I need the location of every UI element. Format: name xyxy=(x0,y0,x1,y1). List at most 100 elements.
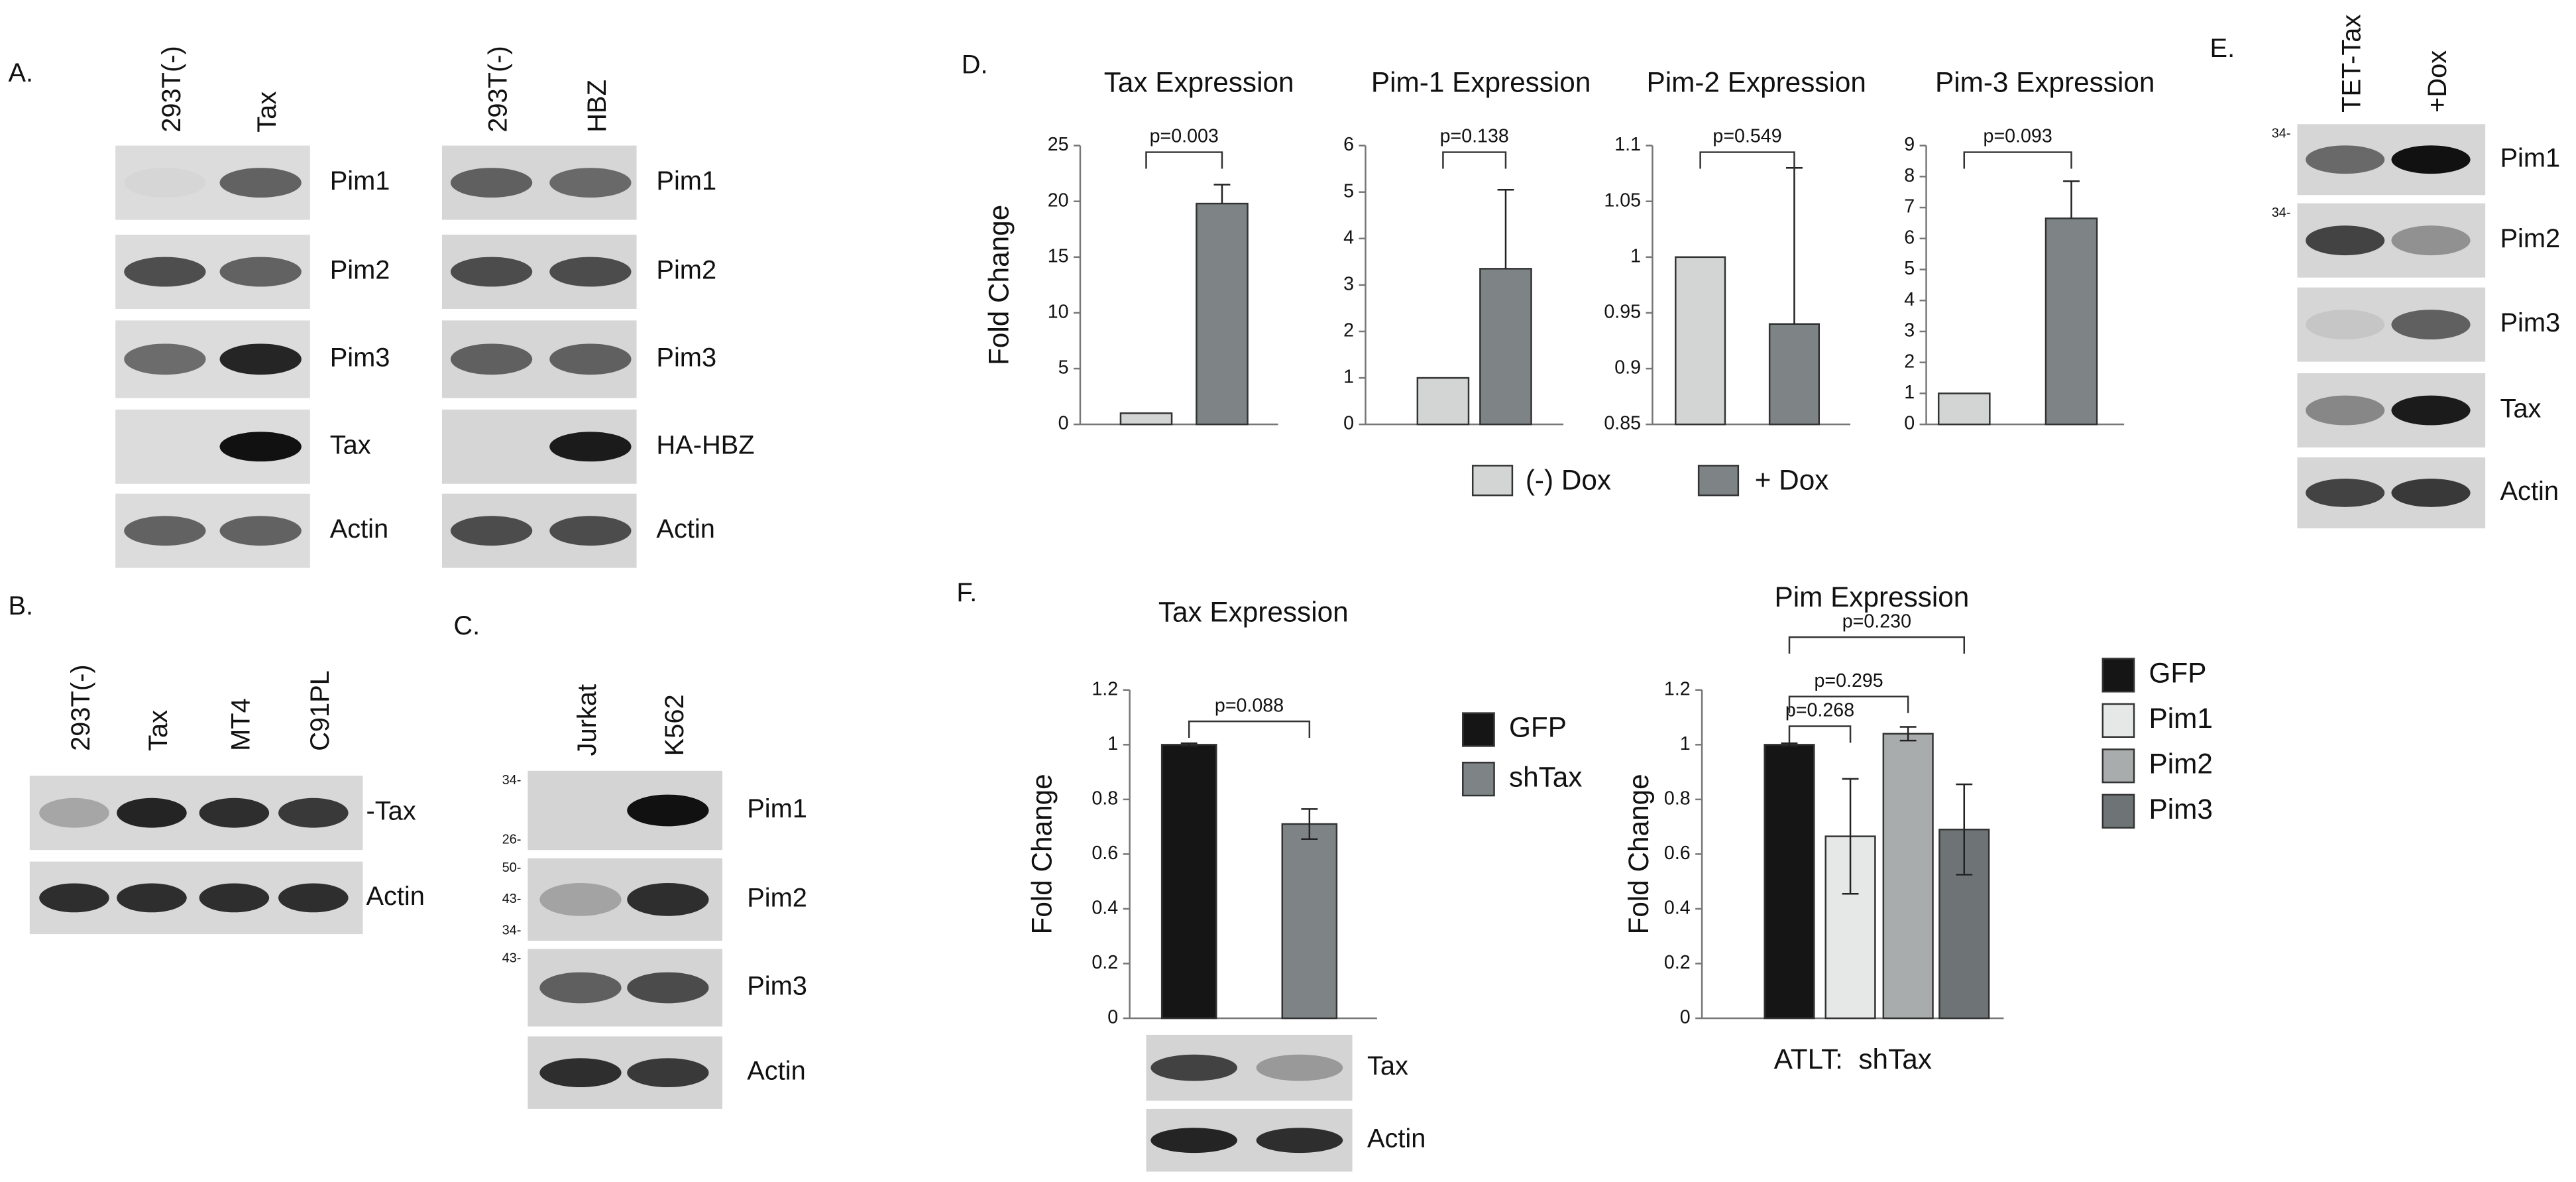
blot-band xyxy=(219,257,302,287)
error-bar xyxy=(1781,742,1798,747)
legend-swatch xyxy=(1471,465,1514,497)
blot-band xyxy=(450,168,533,198)
y-tick-label: 1 xyxy=(1107,733,1118,754)
lane-label: MT4 xyxy=(226,698,255,751)
row-label: Actin xyxy=(1367,1124,1426,1153)
blot-band xyxy=(549,432,632,462)
legend-label: shTax xyxy=(1509,761,1583,792)
y-tick-label: 4 xyxy=(1904,289,1915,310)
blot-band xyxy=(549,516,632,546)
y-tick-label: 0.4 xyxy=(1092,898,1118,919)
row-label: Tax xyxy=(2500,394,2542,424)
p-value: p=0.549 xyxy=(1712,126,1781,147)
y-tick-label: 0 xyxy=(1343,413,1354,434)
y-tick-label: 0 xyxy=(1058,413,1069,434)
error-bar xyxy=(1213,184,1231,204)
y-tick-label: 0.2 xyxy=(1092,952,1118,973)
chart-title: Pim Expression xyxy=(1775,581,1970,613)
y-tick-label: 15 xyxy=(1048,245,1069,266)
mw-marker: 34- xyxy=(2272,206,2291,220)
panel-letter: A. xyxy=(8,58,33,88)
blot-band xyxy=(627,882,709,916)
legend-swatch xyxy=(1462,712,1495,747)
blot-band xyxy=(2306,145,2385,174)
y-tick-label: 6 xyxy=(1904,227,1915,248)
y-tick-label: 0.8 xyxy=(1092,788,1118,809)
blot-band xyxy=(2391,395,2471,426)
row-label: Pim2 xyxy=(656,255,716,284)
y-tick-label: 20 xyxy=(1048,190,1069,211)
blot-band xyxy=(2306,395,2385,426)
blot-band xyxy=(549,257,632,287)
row-label: Pim1 xyxy=(656,166,716,196)
mw-marker: 26- xyxy=(502,833,522,847)
bar xyxy=(1281,823,1338,1020)
significance-bracket xyxy=(1442,151,1507,169)
legend-swatch xyxy=(2101,748,2135,784)
y-tick-label: 0.4 xyxy=(1664,898,1691,919)
row-label: Pim1 xyxy=(330,166,390,196)
blot-band xyxy=(124,516,206,546)
y-tick-label: 0.9 xyxy=(1614,357,1641,379)
y-axis-label: Fold Change xyxy=(1623,774,1654,934)
blot-band xyxy=(539,1058,622,1088)
lane-label: 293T(-) xyxy=(66,664,95,750)
p-value: p=0.088 xyxy=(1215,695,1284,716)
blot-band xyxy=(450,257,533,287)
mw-marker: 43- xyxy=(502,892,522,906)
y-tick-label: 0 xyxy=(1107,1007,1118,1028)
y-axis-label: Fold Change xyxy=(983,205,1015,365)
blot-band xyxy=(39,798,109,828)
y-tick-label: 0.6 xyxy=(1664,843,1691,864)
blot-band xyxy=(117,798,187,828)
panel-letter: F. xyxy=(956,578,977,607)
y-tick-label: 0.85 xyxy=(1604,413,1641,434)
y-tick-label: 1.2 xyxy=(1092,678,1118,699)
blot-band xyxy=(2306,225,2385,256)
legend-swatch xyxy=(1697,465,1740,497)
panel-letter: E. xyxy=(2210,34,2235,63)
blot-band xyxy=(124,168,205,198)
blot-band xyxy=(549,168,632,198)
row-label: Pim3 xyxy=(330,343,390,372)
blot-band xyxy=(627,1058,709,1088)
y-tick-label: 25 xyxy=(1048,134,1069,155)
chart-title: Tax Expression xyxy=(1158,597,1349,628)
chart-title: Pim-2 Expression xyxy=(1647,67,1866,98)
y-tick-label: 1 xyxy=(1343,367,1354,388)
row-label: Actin xyxy=(330,514,388,544)
blot-band xyxy=(2391,310,2471,340)
legend-label: + Dox xyxy=(1755,464,1829,495)
y-tick-label: 3 xyxy=(1343,273,1354,294)
legend-label: GFP xyxy=(2149,658,2206,689)
y-tick-label: 5 xyxy=(1343,180,1354,202)
panel-letter: D. xyxy=(962,50,988,80)
x-axis-label: ATLT: shTax xyxy=(1774,1043,1932,1075)
p-value: p=0.268 xyxy=(1785,700,1854,721)
y-axis-label: Fold Change xyxy=(1026,774,1057,934)
blot-band xyxy=(1256,1054,1343,1081)
bar xyxy=(1196,202,1249,426)
significance-bracket xyxy=(1963,151,2072,169)
row-label: Actin xyxy=(366,882,424,911)
error-bar xyxy=(2063,180,2080,219)
blot-band xyxy=(1150,1054,1237,1081)
blot-band xyxy=(627,794,709,827)
blot-band xyxy=(219,516,302,546)
blot-band xyxy=(2391,479,2471,507)
row-label: HA-HBZ xyxy=(656,430,754,459)
y-tick-label: 2 xyxy=(1343,320,1354,341)
bar xyxy=(1764,744,1815,1020)
legend-label: Pim1 xyxy=(2149,703,2212,734)
y-tick-label: 10 xyxy=(1048,302,1069,323)
row-label: Pim3 xyxy=(2500,308,2561,337)
error-bar xyxy=(1899,726,1917,742)
y-tick-label: 3 xyxy=(1904,320,1915,341)
y-tick-label: 1 xyxy=(1680,733,1691,754)
row-label: -Tax xyxy=(366,797,416,826)
p-value: p=0.295 xyxy=(1814,670,1883,691)
y-tick-label: 8 xyxy=(1904,165,1915,186)
legend-swatch xyxy=(1462,762,1495,797)
row-label: Tax xyxy=(1367,1051,1408,1081)
